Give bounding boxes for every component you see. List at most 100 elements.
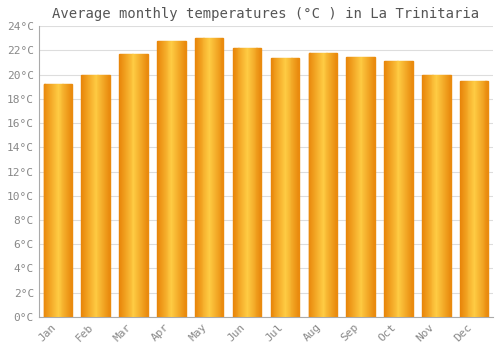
Bar [470,81,472,317]
Bar [60,84,62,317]
Bar [130,54,132,317]
Bar [90,75,91,317]
Bar [182,41,184,317]
Bar [335,53,336,317]
Bar [282,58,283,317]
Bar [317,53,318,317]
Bar [102,75,103,317]
Bar [142,54,143,317]
Bar [195,38,196,317]
Bar [52,84,53,317]
Bar [216,38,217,317]
Bar [353,57,354,317]
Bar [202,38,203,317]
Bar [460,81,461,317]
Bar [410,61,412,317]
Bar [402,61,403,317]
Bar [346,57,348,317]
Bar [406,61,407,317]
Bar [296,58,297,317]
Bar [67,84,68,317]
Bar [177,41,178,317]
Bar [320,53,321,317]
Bar [477,81,478,317]
Bar [360,57,362,317]
Bar [351,57,352,317]
Bar [352,57,353,317]
Bar [180,41,181,317]
Bar [160,41,161,317]
Bar [88,75,89,317]
Bar [106,75,107,317]
Bar [479,81,480,317]
Bar [162,41,163,317]
Bar [216,38,218,317]
Bar [386,61,387,317]
Bar [212,38,213,317]
Bar [388,61,389,317]
Bar [475,81,476,317]
Bar [57,84,58,317]
Bar [398,61,400,317]
Bar [173,41,174,317]
Bar [233,48,234,317]
Bar [66,84,67,317]
Bar [349,57,350,317]
Bar [298,58,299,317]
Bar [367,57,368,317]
Bar [164,41,166,317]
Bar [254,48,256,317]
Bar [438,75,439,317]
Bar [53,84,54,317]
Bar [392,61,394,317]
Bar [256,48,258,317]
Bar [258,48,260,317]
Bar [287,58,288,317]
Bar [392,61,393,317]
Bar [472,81,473,317]
Bar [48,84,50,317]
Bar [437,75,438,317]
Bar [332,53,333,317]
Bar [125,54,126,317]
Bar [82,75,84,317]
Bar [119,54,120,317]
Bar [294,58,296,317]
Bar [321,53,322,317]
Bar [245,48,246,317]
Bar [51,84,52,317]
Bar [364,57,366,317]
Bar [373,57,374,317]
Bar [92,75,94,317]
Bar [425,75,426,317]
Bar [310,53,312,317]
Bar [104,75,105,317]
Bar [146,54,148,317]
Bar [62,84,64,317]
Bar [350,57,351,317]
Bar [284,58,285,317]
Bar [84,75,85,317]
Bar [312,53,314,317]
Bar [462,81,463,317]
Bar [172,41,173,317]
Bar [68,84,69,317]
Bar [408,61,409,317]
Bar [281,58,282,317]
Bar [356,57,357,317]
Bar [141,54,142,317]
Bar [220,38,222,317]
Bar [127,54,128,317]
Bar [215,38,216,317]
Bar [159,41,160,317]
Bar [138,54,139,317]
Bar [251,48,252,317]
Bar [330,53,332,317]
Bar [313,53,314,317]
Bar [109,75,110,317]
Bar [108,75,109,317]
Bar [372,57,373,317]
Bar [369,57,370,317]
Bar [276,58,278,317]
Bar [430,75,432,317]
